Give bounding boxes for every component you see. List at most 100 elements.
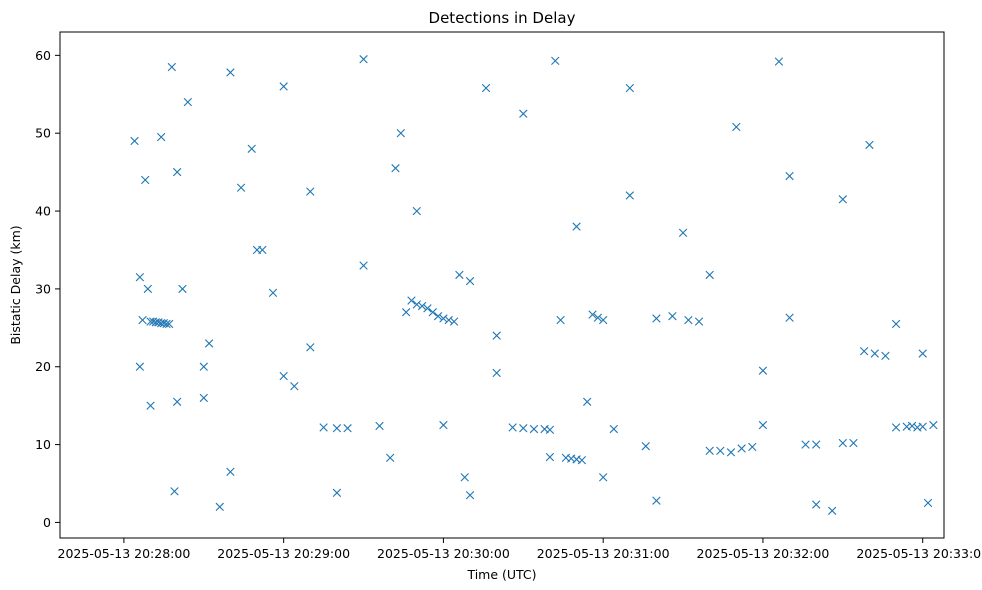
data-point	[178, 284, 187, 294]
data-point	[668, 311, 677, 321]
data-point	[705, 270, 714, 280]
data-point	[306, 187, 315, 196]
data-point	[375, 421, 384, 431]
data-point	[332, 488, 342, 498]
data-point	[593, 313, 603, 322]
data-point	[268, 288, 278, 297]
data-point	[183, 97, 192, 107]
data-point	[135, 273, 145, 282]
x-tick-label: 2025-05-13 20:32:00	[697, 546, 830, 561]
data-point	[359, 55, 368, 64]
chart-title: Detections in Delay	[429, 9, 576, 27]
data-point	[172, 397, 182, 406]
data-point	[412, 206, 421, 216]
data-point	[716, 446, 725, 456]
data-point	[556, 315, 565, 325]
data-point	[891, 423, 901, 432]
data-point	[247, 144, 256, 153]
data-point	[551, 56, 560, 65]
data-point	[215, 502, 224, 512]
data-point	[481, 83, 491, 93]
y-tick-label: 50	[35, 126, 51, 141]
data-point	[923, 498, 933, 508]
data-point	[891, 319, 901, 329]
data-point	[141, 175, 150, 185]
y-tick-label: 10	[35, 437, 51, 452]
data-point	[684, 315, 693, 325]
data-point	[492, 368, 501, 378]
data-point	[838, 195, 848, 204]
y-tick-label: 40	[35, 204, 51, 219]
data-point	[641, 441, 650, 451]
data-point	[737, 444, 746, 453]
data-point	[465, 276, 475, 286]
data-point	[598, 473, 608, 482]
data-point	[199, 362, 208, 371]
data-point	[881, 351, 890, 361]
data-point	[204, 339, 214, 348]
data-point	[572, 222, 581, 231]
data-point	[583, 397, 592, 406]
data-point	[652, 314, 661, 323]
data-point	[143, 284, 153, 294]
data-point	[359, 261, 368, 270]
data-point	[652, 496, 661, 505]
data-point	[705, 446, 714, 456]
data-point	[609, 424, 619, 434]
data-point	[319, 423, 328, 432]
y-tick-label: 60	[35, 48, 51, 63]
data-point	[130, 136, 139, 146]
data-point	[170, 487, 179, 496]
data-point	[812, 500, 821, 509]
data-point	[412, 300, 421, 309]
data-point	[678, 228, 688, 238]
data-point	[758, 366, 768, 375]
x-tick-label: 2025-05-13 20:30:00	[377, 546, 510, 561]
data-point	[918, 349, 927, 358]
data-point	[598, 315, 608, 325]
data-point	[838, 438, 848, 448]
data-point	[385, 453, 395, 463]
data-point	[812, 440, 821, 449]
data-point	[428, 308, 437, 317]
y-axis-ticks: 0 10 20 30 40 50 60	[35, 48, 60, 530]
data-point	[226, 68, 235, 77]
y-axis-label: Bistatic Delay (km)	[8, 225, 23, 344]
data-point	[439, 420, 448, 430]
data-point	[167, 62, 177, 72]
data-point	[156, 132, 166, 142]
data-point	[199, 393, 208, 403]
data-point	[135, 362, 145, 371]
data-point	[423, 304, 432, 313]
data-point	[460, 473, 469, 482]
data-point	[785, 171, 794, 181]
data-point	[588, 310, 597, 319]
y-tick-label: 30	[35, 281, 51, 296]
data-point	[625, 191, 634, 200]
data-point	[164, 319, 174, 329]
data-point	[870, 349, 879, 358]
data-point	[407, 296, 416, 305]
data-point	[577, 455, 587, 465]
data-points	[130, 55, 938, 515]
data-point	[929, 420, 938, 430]
data-point	[455, 270, 464, 280]
data-point	[849, 438, 858, 448]
data-point	[726, 448, 736, 457]
data-point	[449, 317, 459, 326]
data-point	[545, 425, 555, 434]
data-point	[332, 424, 342, 433]
data-point	[758, 420, 768, 430]
x-axis-ticks: 2025-05-13 20:28:00 2025-05-13 20:29:00 20…	[58, 538, 982, 561]
data-point	[545, 452, 555, 462]
data-point	[401, 308, 411, 317]
data-point	[785, 313, 794, 322]
data-point	[138, 315, 147, 325]
data-point	[252, 245, 262, 255]
data-point	[162, 319, 171, 329]
data-point	[625, 83, 634, 93]
data-point	[290, 382, 299, 391]
data-point	[827, 506, 837, 515]
y-tick-label: 0	[43, 515, 51, 530]
